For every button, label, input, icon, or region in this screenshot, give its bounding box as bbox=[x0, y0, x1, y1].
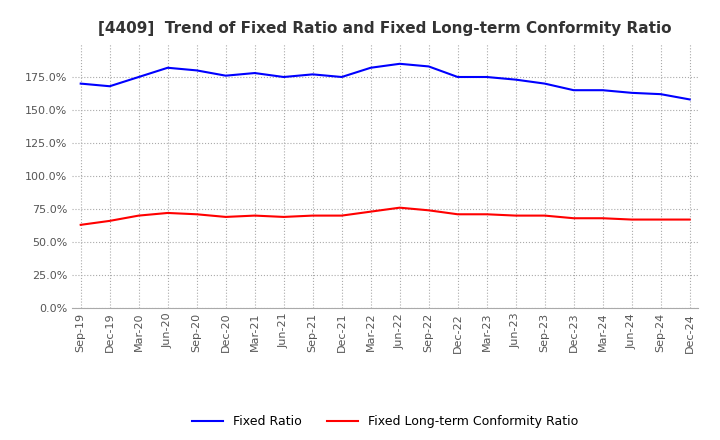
Fixed Long-term Conformity Ratio bbox=[221, 214, 230, 220]
Fixed Long-term Conformity Ratio bbox=[685, 217, 694, 222]
Fixed Long-term Conformity Ratio bbox=[395, 205, 404, 210]
Fixed Long-term Conformity Ratio bbox=[541, 213, 549, 218]
Fixed Ratio bbox=[598, 88, 607, 93]
Title: [4409]  Trend of Fixed Ratio and Fixed Long-term Conformity Ratio: [4409] Trend of Fixed Ratio and Fixed Lo… bbox=[99, 21, 672, 36]
Fixed Long-term Conformity Ratio bbox=[366, 209, 375, 214]
Fixed Long-term Conformity Ratio bbox=[279, 214, 288, 220]
Fixed Ratio bbox=[308, 72, 317, 77]
Fixed Long-term Conformity Ratio bbox=[570, 216, 578, 221]
Fixed Long-term Conformity Ratio bbox=[163, 210, 172, 216]
Fixed Ratio bbox=[192, 68, 201, 73]
Fixed Ratio bbox=[685, 97, 694, 102]
Fixed Long-term Conformity Ratio bbox=[192, 212, 201, 217]
Fixed Long-term Conformity Ratio bbox=[76, 222, 85, 227]
Fixed Ratio bbox=[279, 74, 288, 80]
Fixed Ratio bbox=[366, 65, 375, 70]
Fixed Long-term Conformity Ratio bbox=[598, 216, 607, 221]
Fixed Ratio bbox=[482, 74, 491, 80]
Fixed Long-term Conformity Ratio bbox=[424, 208, 433, 213]
Fixed Ratio bbox=[627, 90, 636, 95]
Fixed Long-term Conformity Ratio bbox=[482, 212, 491, 217]
Fixed Ratio bbox=[657, 92, 665, 97]
Fixed Ratio bbox=[251, 70, 259, 76]
Fixed Long-term Conformity Ratio bbox=[251, 213, 259, 218]
Fixed Ratio bbox=[163, 65, 172, 70]
Fixed Ratio bbox=[511, 77, 520, 82]
Fixed Ratio bbox=[105, 84, 114, 89]
Fixed Ratio bbox=[454, 74, 462, 80]
Fixed Ratio bbox=[424, 64, 433, 69]
Fixed Ratio bbox=[221, 73, 230, 78]
Fixed Ratio bbox=[135, 74, 143, 80]
Legend: Fixed Ratio, Fixed Long-term Conformity Ratio: Fixed Ratio, Fixed Long-term Conformity … bbox=[192, 415, 578, 429]
Fixed Long-term Conformity Ratio bbox=[627, 217, 636, 222]
Fixed Ratio bbox=[338, 74, 346, 80]
Fixed Ratio bbox=[76, 81, 85, 86]
Fixed Ratio bbox=[541, 81, 549, 86]
Fixed Ratio bbox=[395, 61, 404, 66]
Fixed Long-term Conformity Ratio bbox=[105, 218, 114, 224]
Fixed Long-term Conformity Ratio bbox=[338, 213, 346, 218]
Line: Fixed Ratio: Fixed Ratio bbox=[81, 64, 690, 99]
Fixed Long-term Conformity Ratio bbox=[657, 217, 665, 222]
Fixed Long-term Conformity Ratio bbox=[454, 212, 462, 217]
Fixed Ratio bbox=[570, 88, 578, 93]
Fixed Long-term Conformity Ratio bbox=[511, 213, 520, 218]
Fixed Long-term Conformity Ratio bbox=[308, 213, 317, 218]
Fixed Long-term Conformity Ratio bbox=[135, 213, 143, 218]
Line: Fixed Long-term Conformity Ratio: Fixed Long-term Conformity Ratio bbox=[81, 208, 690, 225]
